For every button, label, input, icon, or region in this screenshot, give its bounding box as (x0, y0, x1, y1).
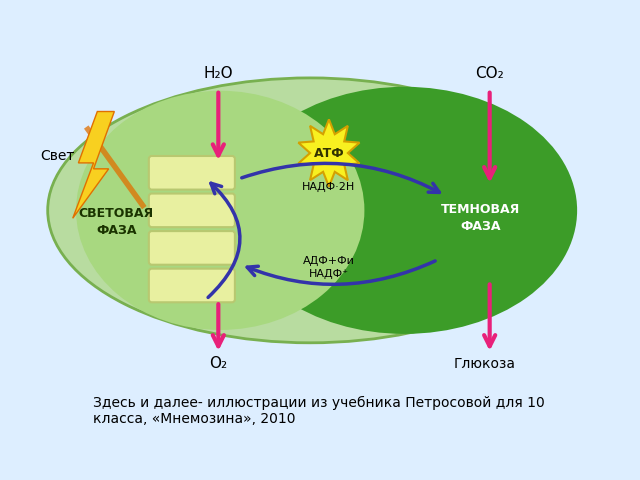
FancyBboxPatch shape (149, 156, 235, 190)
Text: Свет: Свет (40, 149, 75, 163)
Polygon shape (73, 111, 115, 218)
Ellipse shape (48, 78, 572, 343)
Polygon shape (298, 120, 360, 187)
Text: СВЕТОВАЯ
ФАЗА: СВЕТОВАЯ ФАЗА (79, 207, 154, 237)
Text: H₂O: H₂O (204, 66, 233, 82)
Ellipse shape (232, 87, 577, 334)
FancyBboxPatch shape (149, 231, 235, 264)
Text: ТЕМНОВАЯ
ФАЗА: ТЕМНОВАЯ ФАЗА (440, 203, 520, 233)
Text: НАДФ·2Н: НАДФ·2Н (302, 181, 356, 192)
FancyBboxPatch shape (149, 269, 235, 302)
Text: Здесь и далее- иллюстрации из учебника Петросовой для 10
класса, «Мнемозина», 20: Здесь и далее- иллюстрации из учебника П… (93, 396, 545, 426)
FancyBboxPatch shape (149, 193, 235, 227)
Text: CO₂: CO₂ (476, 66, 504, 82)
Text: АДФ+Фи
НАДФ⁺: АДФ+Фи НАДФ⁺ (303, 256, 355, 279)
Text: O₂: O₂ (209, 356, 227, 371)
Text: Глюкоза: Глюкоза (454, 357, 516, 371)
Ellipse shape (76, 91, 364, 330)
Text: АТФ: АТФ (314, 146, 344, 159)
